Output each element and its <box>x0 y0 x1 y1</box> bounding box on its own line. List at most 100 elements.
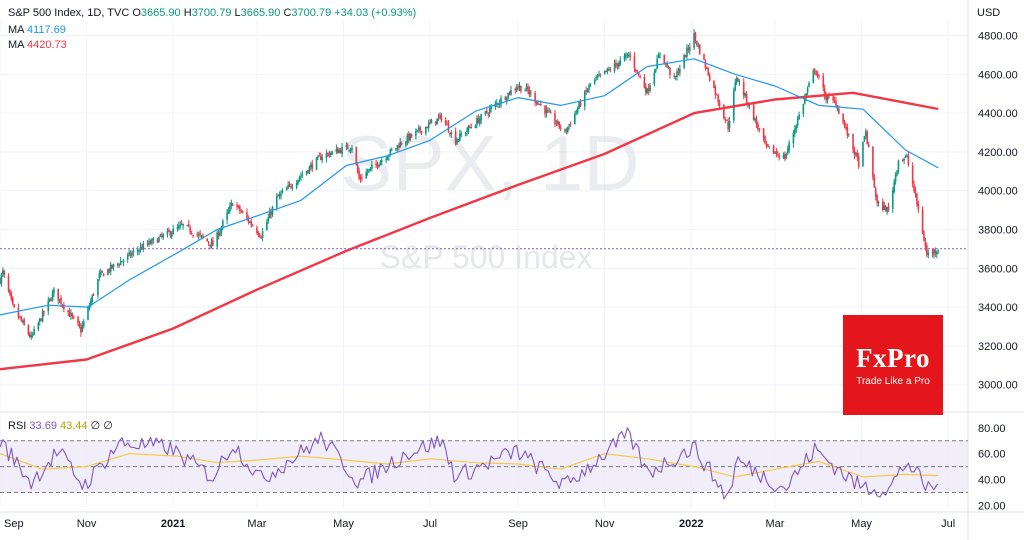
candle-body <box>788 142 790 150</box>
candle-body <box>508 91 511 95</box>
candle-body <box>159 234 162 237</box>
candle-body <box>121 261 123 263</box>
candle-body <box>764 136 766 144</box>
price-axis[interactable]: 3000.00 3200.00 3400.00 3600.00 3800.00 4000.… <box>978 31 1018 392</box>
time-axis[interactable]: Sep Nov 2021 Mar May Jul Sep Nov 2022 Mar May Jul <box>4 518 955 530</box>
candle-body <box>486 110 488 113</box>
candle-body <box>557 121 559 124</box>
candle-body <box>524 90 526 92</box>
candle-body <box>246 212 248 219</box>
candle-body <box>545 109 548 114</box>
candle-body <box>713 80 715 88</box>
candle-body <box>460 134 463 136</box>
candle-body <box>656 58 658 70</box>
candle-body <box>192 235 194 237</box>
rsi-axis[interactable]: 20.00 40.00 60.00 80.00 <box>978 423 1006 513</box>
candle-body <box>853 149 856 155</box>
candle-body <box>637 71 640 75</box>
rsi-extra-1: ∅ <box>90 420 101 432</box>
candle-body <box>488 108 491 114</box>
candle-body <box>338 149 341 153</box>
candle-body <box>674 75 677 77</box>
candle-body <box>490 106 492 110</box>
candle-body <box>51 292 54 301</box>
candle-body <box>11 297 14 305</box>
candle-body <box>258 234 261 237</box>
candle-body <box>586 90 589 92</box>
candle-body <box>916 193 918 205</box>
candle-body <box>480 114 482 121</box>
candle-body <box>937 250 939 252</box>
candle-body <box>725 119 728 121</box>
price-tick-label: 3800.00 <box>978 225 1018 237</box>
candle-body <box>894 174 897 182</box>
candle-body <box>758 128 761 130</box>
candle-body <box>588 84 590 90</box>
candle-body <box>17 307 20 318</box>
candle-body <box>82 320 85 327</box>
price-tick-label: 4400.00 <box>978 108 1018 120</box>
price-tick-label: 3000.00 <box>978 380 1018 392</box>
candle-body <box>464 133 467 135</box>
candle-body <box>385 159 387 161</box>
candle-body <box>921 209 924 234</box>
candle-body <box>653 72 656 85</box>
candle-body <box>693 33 695 49</box>
symbol-line[interactable]: S&P 500 Index, 1D, TVC <box>8 7 130 19</box>
candle-body <box>57 288 59 301</box>
candle-body <box>635 69 637 72</box>
candle-body <box>525 86 528 90</box>
candle-body <box>714 87 717 96</box>
candle-body <box>904 156 907 158</box>
candle-body <box>823 88 826 97</box>
candle-body <box>308 166 311 174</box>
candle-body <box>663 54 666 64</box>
candle-body <box>406 135 409 143</box>
candle-body <box>752 104 755 121</box>
ma-slow-legend[interactable]: MA 4420.73 <box>8 39 67 51</box>
candle-body <box>669 67 671 75</box>
time-tick-label: Jul <box>423 518 437 530</box>
candle-body <box>843 122 846 126</box>
candle-body <box>206 238 209 242</box>
rsi-legend[interactable]: RSI 33.69 43.44 ∅ ∅ <box>8 419 113 432</box>
candle-body <box>734 82 737 91</box>
candle-body <box>825 95 827 100</box>
candle-body <box>27 325 30 335</box>
candle-body <box>697 45 700 47</box>
candle-body <box>514 89 517 91</box>
candle-body <box>576 108 579 113</box>
candle-body <box>41 311 44 322</box>
candle-body <box>396 145 399 148</box>
candle-body <box>118 264 121 266</box>
candle-body <box>657 55 660 58</box>
candle-body <box>257 232 260 236</box>
candle-body <box>457 139 460 141</box>
candle-body <box>449 132 451 135</box>
candle-body <box>358 171 360 179</box>
candle-body <box>7 276 10 291</box>
candle-body <box>867 144 870 148</box>
ma-slow-value: 4420.73 <box>26 39 67 51</box>
ma-fast-legend[interactable]: MA 4117.69 <box>8 24 66 36</box>
candle-body <box>744 93 746 96</box>
candle-body <box>913 184 915 191</box>
candle-body <box>845 126 847 128</box>
candle-body <box>914 190 917 194</box>
candle-body <box>430 120 433 124</box>
candle-body <box>606 68 609 72</box>
candle-body <box>48 298 51 302</box>
candle-body <box>565 129 568 132</box>
price-tick-label: 4800.00 <box>978 31 1018 43</box>
candle-body <box>450 132 453 135</box>
candle-body <box>696 40 698 46</box>
candle-body <box>288 183 291 185</box>
candle-body <box>487 113 490 115</box>
candle-body <box>646 88 649 93</box>
candle-body <box>735 77 738 83</box>
candle-body <box>784 153 786 160</box>
candle-body <box>477 117 480 124</box>
candle-body <box>798 114 800 120</box>
candle-body <box>505 98 508 101</box>
